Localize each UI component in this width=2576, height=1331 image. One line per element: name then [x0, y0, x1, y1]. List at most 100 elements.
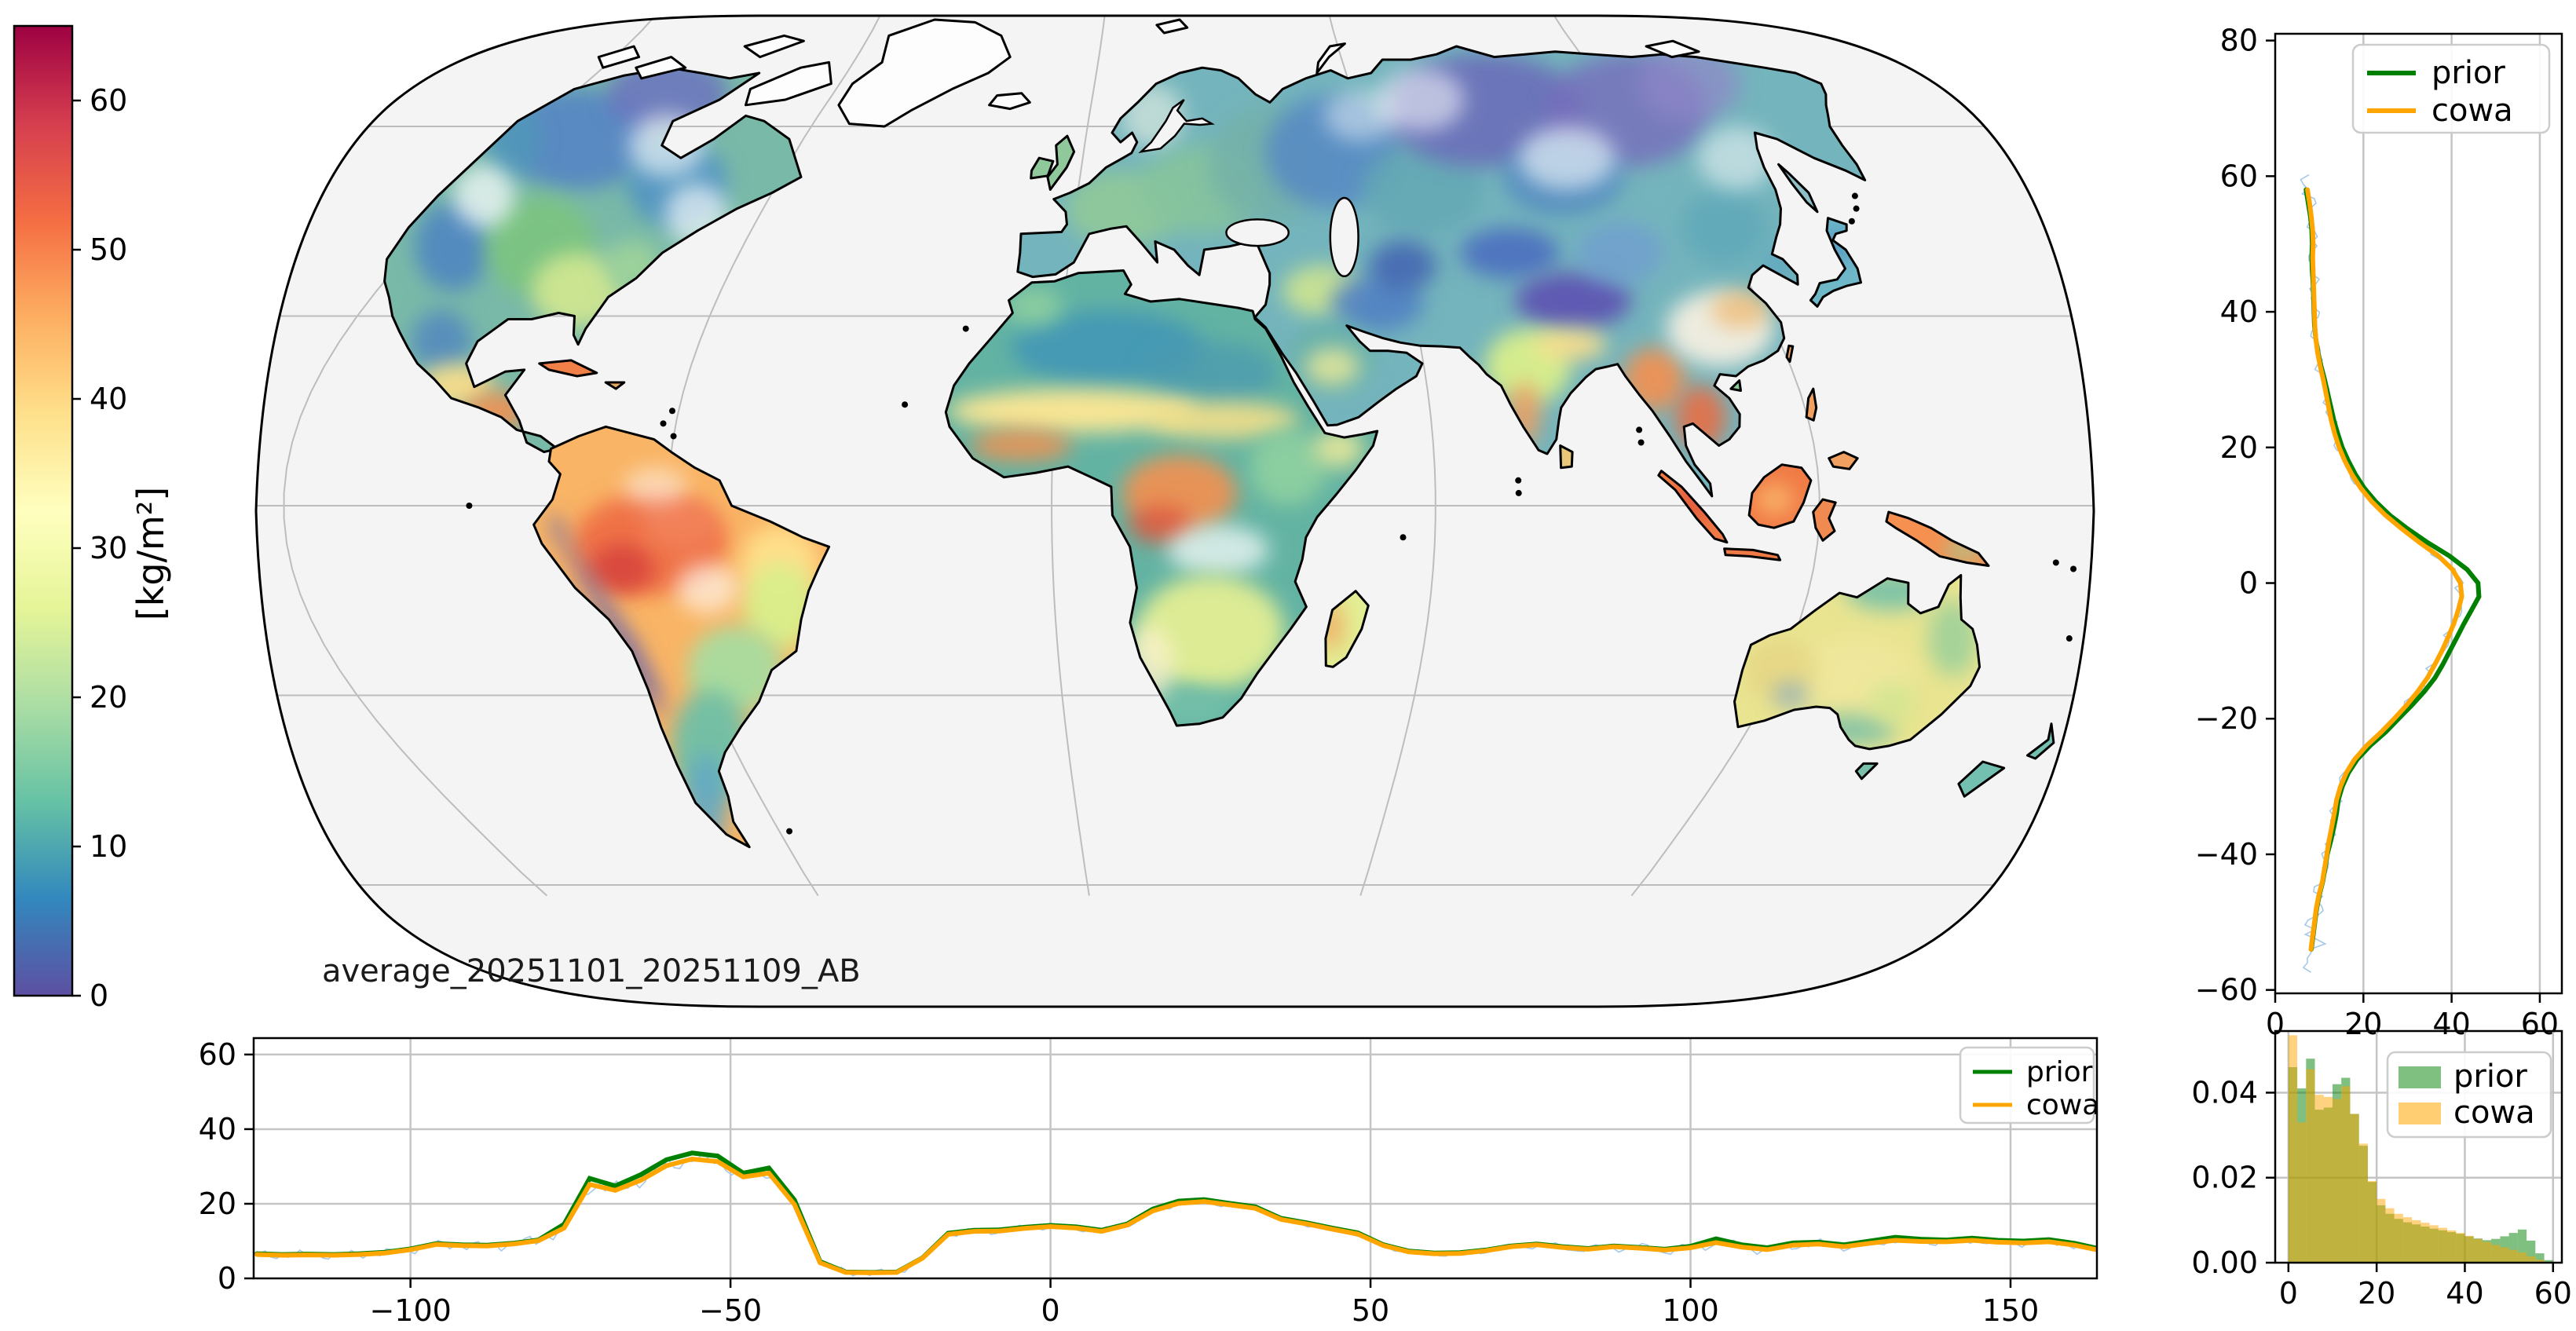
- colorbar-tick-label: 50: [90, 232, 127, 267]
- lat-axes-frame: [2274, 32, 2563, 995]
- island-dot: [668, 408, 675, 415]
- lat-ytick-label: 20: [2220, 430, 2258, 465]
- lon-cowa-line: [254, 1156, 2097, 1275]
- hist-bar-prior: [2527, 1240, 2536, 1263]
- landmass-fill: [1749, 464, 1811, 528]
- lat-gridlines: [2362, 34, 2541, 993]
- landmass-base: [1813, 499, 1836, 541]
- landmass-color-blob: [1312, 430, 1364, 468]
- hist-legend-prior-label: prior: [2453, 1059, 2527, 1095]
- nodata-land: [635, 56, 687, 80]
- lat-ytick-label: 80: [2220, 24, 2258, 58]
- lat-legend: prior cowa: [2351, 43, 2551, 134]
- hist-ytick-label: 0.02: [2191, 1161, 2258, 1195]
- nodata-land: [1315, 42, 1346, 75]
- island-dot: [1853, 205, 1860, 212]
- hist-bar-cowa: [2482, 1241, 2492, 1263]
- landmass-color-blob: [590, 543, 654, 594]
- coastline: [604, 381, 626, 390]
- hist-bar-cowa: [2473, 1238, 2483, 1263]
- island-dot: [1851, 192, 1858, 199]
- hist-bar-cowa: [2358, 1143, 2368, 1263]
- histogram-panel: 0 20 40 60 0.00 0.02 0.04 prior cowa: [2191, 1029, 2572, 1311]
- longitude-profile-panel: −100 −50 0 50 100 150 0 20 40 60 prior cowa: [199, 1037, 2099, 1328]
- lon-axes-frame: [252, 1037, 2098, 1280]
- landmass-color-blob: [1638, 46, 1741, 122]
- caspian-sea: [1329, 196, 1359, 278]
- landmass-fill: [1047, 136, 1074, 190]
- landmass-color-blob: [412, 309, 472, 373]
- hist-bar-cowa: [2420, 1223, 2430, 1263]
- coastline: [532, 425, 831, 849]
- coastline: [1657, 470, 1729, 544]
- lon-ytick-label: 20: [199, 1187, 236, 1221]
- landmass-color-blob: [1711, 291, 1770, 329]
- map-panel: average_20251101_20251109_AB: [254, 14, 2095, 1008]
- hist-bar-cowa: [2464, 1235, 2474, 1263]
- hist-bar-cowa: [2456, 1233, 2465, 1263]
- coastline: [1885, 510, 1990, 567]
- hist-bar-prior: [2517, 1229, 2527, 1263]
- landmass-color-blob: [1004, 287, 1063, 326]
- landmass-color-blob: [642, 499, 719, 550]
- landmass-color-blob: [1460, 227, 1560, 279]
- coastline: [1809, 217, 1862, 308]
- coastline: [1805, 387, 1818, 422]
- hist-bar-prior: [2544, 1260, 2553, 1263]
- landmass-color-blob: [502, 88, 653, 190]
- hist-bar-cowa: [2385, 1208, 2395, 1263]
- coastline: [1733, 574, 1981, 751]
- hist-bar-prior: [2535, 1253, 2545, 1263]
- hist-bar-cowa: [2438, 1227, 2447, 1263]
- lat-cowa-line: [2305, 187, 2464, 952]
- coastline: [1812, 498, 1837, 542]
- lon-ytick-label: 0: [218, 1261, 236, 1296]
- colorbar-ticks: 0 10 20 30 40 50 60: [72, 83, 127, 1013]
- island-dot: [2070, 565, 2077, 572]
- colorbar: 0 10 20 30 40 50 60 [kg/m²]: [13, 24, 172, 1013]
- landmass-base: [1958, 762, 2004, 797]
- colorbar-tick-label: 40: [90, 382, 127, 416]
- colorbar-tick-label: 20: [90, 680, 127, 715]
- hist-bar-cowa: [2508, 1249, 2518, 1263]
- hist-xtick-label: 60: [2534, 1276, 2572, 1311]
- coastline: [2026, 722, 2055, 760]
- landmass-color-blob: [1147, 401, 1300, 440]
- coastline: [1729, 379, 1742, 392]
- coastline: [1828, 451, 1859, 470]
- hist-bar-cowa: [2323, 1096, 2333, 1263]
- landmass-fill: [1813, 499, 1836, 541]
- coastline: [1559, 444, 1574, 470]
- coastline: [1324, 590, 1370, 668]
- landmass-fill: [539, 360, 597, 376]
- landmass-color-blob: [1143, 341, 1278, 405]
- landmass-color-blob: [1324, 90, 1397, 141]
- landmass-fill: [533, 426, 829, 847]
- lat-legend-cowa-label: cowa: [2431, 93, 2513, 129]
- nodata-land: [837, 18, 1012, 128]
- island-dot: [466, 503, 473, 509]
- coastline: [1723, 547, 1782, 561]
- landmass-fill: [1017, 46, 1865, 496]
- island-dot: [1400, 534, 1407, 541]
- hist-xtick-label: 0: [2279, 1276, 2298, 1311]
- landmass-color-blob: [1325, 600, 1344, 652]
- island-dot: [2052, 559, 2059, 566]
- landmass-fill: [1958, 762, 2004, 797]
- coastline: [1016, 45, 1867, 498]
- map-boundary: [254, 14, 2095, 1008]
- island-dot: [1636, 426, 1643, 433]
- hist-bar-cowa: [2288, 1035, 2298, 1263]
- landmass-color-blob: [1250, 430, 1326, 506]
- coastline: [1785, 344, 1795, 363]
- landmass-color-blob: [1575, 221, 1664, 285]
- hist-bar-cowa: [2491, 1245, 2501, 1263]
- colorbar-unit-label: [kg/m²]: [130, 487, 172, 620]
- landmass-color-blob: [1377, 68, 1465, 132]
- lon-legend-prior-label: prior: [2026, 1056, 2093, 1088]
- island-dot: [1515, 477, 1522, 484]
- coastline: [944, 269, 1379, 727]
